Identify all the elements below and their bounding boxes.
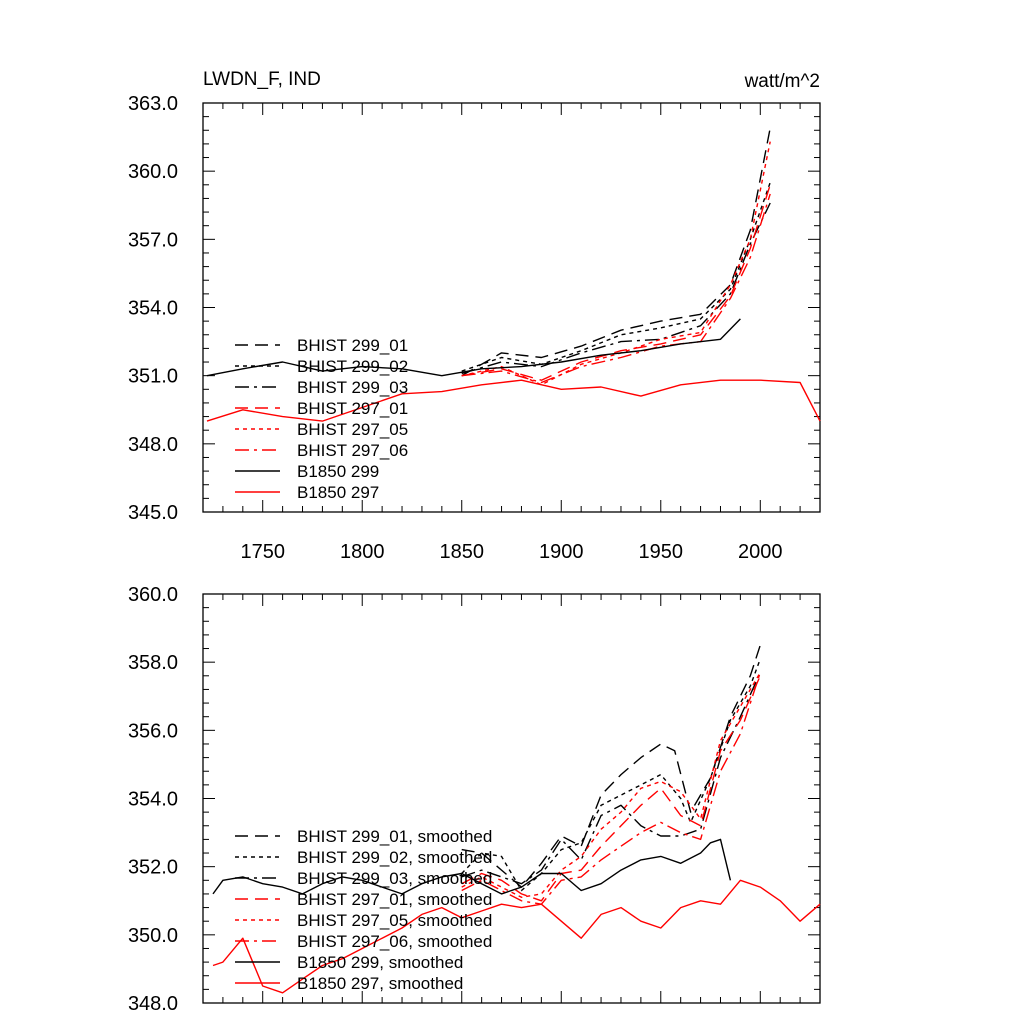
bottom-legend-label: BHIST 299_03, smoothed — [297, 869, 492, 888]
top-series-line-6 — [461, 193, 771, 384]
top-x-tick-label: 1900 — [539, 541, 584, 563]
top-series-line-3 — [461, 202, 771, 375]
top-series-line-7 — [206, 318, 741, 377]
top-series-line-1 — [461, 127, 771, 377]
top-chart-units: watt/m^2 — [744, 71, 820, 92]
bottom-y-tick-label: 358.0 — [128, 652, 178, 674]
top-legend-label: BHIST 297_05 — [297, 420, 408, 439]
top-y-tick-label: 351.0 — [128, 366, 178, 388]
top-legend-label: BHIST 297_06 — [297, 441, 408, 460]
top-panel: 1750 1800 1850 1900 1950 2000 345.0 348.0 351.0 3… — [128, 93, 821, 563]
top-y-tick-label: 357.0 — [128, 229, 178, 251]
top-x-tick-label: 1800 — [340, 541, 385, 563]
top-series-line-4 — [461, 184, 771, 381]
top-legend-label: BHIST 299_03 — [297, 378, 408, 397]
bottom-legend-label: BHIST 299_02, smoothed — [297, 848, 492, 867]
top-x-tick-label: 1750 — [240, 541, 285, 563]
top-y-tick-label: 348.0 — [128, 434, 178, 456]
top-y-tick-label: 354.0 — [128, 298, 178, 320]
top-legend-label: BHIST 299_01 — [297, 336, 408, 355]
bottom-y-tick-label: 360.0 — [128, 584, 178, 606]
top-y-tick-label: 345.0 — [128, 502, 178, 524]
bottom-legend-label: BHIST 297_01, smoothed — [297, 890, 492, 909]
bottom-y-tick-label: 352.0 — [128, 857, 178, 879]
top-y-tick-label: 360.0 — [128, 161, 178, 183]
top-x-tick-label: 1950 — [639, 541, 684, 563]
top-series-line-8 — [206, 379, 821, 422]
bottom-legend-label: B1850 299, smoothed — [297, 953, 463, 972]
top-chart-title: LWDN_F, IND — [203, 69, 321, 90]
bottom-y-tick-label: 348.0 — [128, 993, 178, 1015]
bottom-series-line-4 — [461, 675, 761, 902]
top-legend-label: BHIST 299_02 — [297, 357, 408, 376]
bottom-legend-label: BHIST 297_06, smoothed — [297, 932, 492, 951]
bottom-legend-label: BHIST 299_01, smoothed — [297, 827, 492, 846]
top-y-tick-label: 363.0 — [128, 93, 178, 115]
bottom-panel: 348.0 350.0 352.0 354.0 356.0 358.0 360.0 BHIST… — [128, 584, 821, 1015]
top-x-tick-label: 1850 — [439, 541, 484, 563]
top-legend-label: B1850 299 — [297, 462, 379, 481]
bottom-series-line-7 — [212, 838, 732, 895]
top-series-line-2 — [461, 182, 771, 372]
top-legend-label: BHIST 297_01 — [297, 399, 408, 418]
top-x-tick-label: 2000 — [738, 541, 783, 563]
bottom-legend-label: BHIST 297_05, smoothed — [297, 911, 492, 930]
bottom-series-line-2 — [461, 658, 761, 892]
bottom-y-tick-label: 350.0 — [128, 925, 178, 947]
bottom-y-tick-label: 354.0 — [128, 789, 178, 811]
bottom-series-line-6 — [461, 672, 761, 905]
bottom-y-tick-label: 356.0 — [128, 720, 178, 742]
bottom-series-line-3 — [461, 672, 761, 885]
bottom-legend-label: B1850 297, smoothed — [297, 974, 463, 993]
bottom-series-line-8 — [212, 879, 821, 994]
top-legend-label: B1850 297 — [297, 483, 379, 502]
